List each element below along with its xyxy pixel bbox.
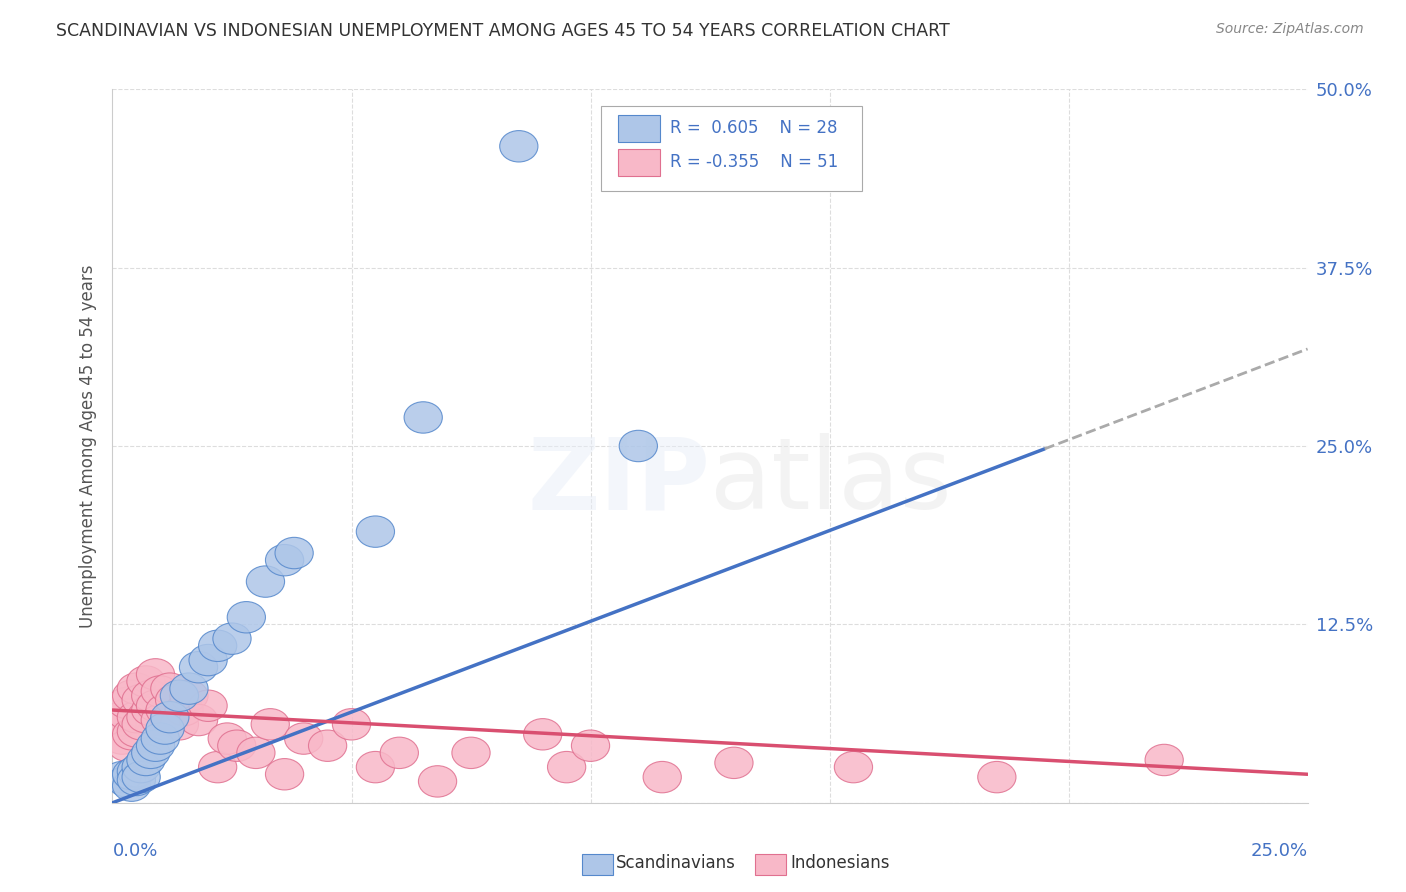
Ellipse shape xyxy=(108,687,146,719)
Ellipse shape xyxy=(150,701,188,733)
Ellipse shape xyxy=(146,713,184,744)
Ellipse shape xyxy=(356,751,395,783)
Ellipse shape xyxy=(112,680,150,712)
Ellipse shape xyxy=(332,708,371,740)
Ellipse shape xyxy=(308,730,347,762)
Ellipse shape xyxy=(404,401,443,434)
Ellipse shape xyxy=(117,673,156,705)
Ellipse shape xyxy=(132,694,170,726)
Ellipse shape xyxy=(117,764,156,796)
Ellipse shape xyxy=(103,762,141,793)
Ellipse shape xyxy=(136,730,174,762)
Ellipse shape xyxy=(1144,744,1184,776)
Ellipse shape xyxy=(246,566,284,598)
Ellipse shape xyxy=(108,698,146,730)
Ellipse shape xyxy=(212,623,252,655)
Ellipse shape xyxy=(156,684,194,715)
Ellipse shape xyxy=(523,719,562,750)
Ellipse shape xyxy=(228,601,266,633)
Ellipse shape xyxy=(117,756,156,787)
Ellipse shape xyxy=(112,719,150,750)
Ellipse shape xyxy=(122,751,160,783)
Ellipse shape xyxy=(108,730,146,762)
Text: SCANDINAVIAN VS INDONESIAN UNEMPLOYMENT AMONG AGES 45 TO 54 YEARS CORRELATION CH: SCANDINAVIAN VS INDONESIAN UNEMPLOYMENT … xyxy=(56,22,950,40)
Ellipse shape xyxy=(141,723,180,755)
Ellipse shape xyxy=(643,762,682,793)
Ellipse shape xyxy=(108,765,146,797)
Ellipse shape xyxy=(112,758,150,790)
Ellipse shape xyxy=(122,708,160,740)
Ellipse shape xyxy=(160,680,198,712)
Text: Source: ZipAtlas.com: Source: ZipAtlas.com xyxy=(1216,22,1364,37)
Ellipse shape xyxy=(165,694,204,726)
Ellipse shape xyxy=(547,751,586,783)
Ellipse shape xyxy=(122,684,160,715)
Ellipse shape xyxy=(977,762,1017,793)
Ellipse shape xyxy=(451,737,491,769)
Ellipse shape xyxy=(218,730,256,762)
Ellipse shape xyxy=(419,765,457,797)
Ellipse shape xyxy=(112,770,150,801)
Ellipse shape xyxy=(499,130,538,162)
Ellipse shape xyxy=(198,751,236,783)
Ellipse shape xyxy=(136,658,174,690)
Ellipse shape xyxy=(117,715,156,747)
Ellipse shape xyxy=(284,723,323,755)
Text: ZIP: ZIP xyxy=(527,434,710,530)
Ellipse shape xyxy=(103,705,141,736)
Ellipse shape xyxy=(198,630,236,662)
Ellipse shape xyxy=(356,516,395,548)
Ellipse shape xyxy=(141,705,180,736)
Text: 0.0%: 0.0% xyxy=(112,842,157,860)
Ellipse shape xyxy=(170,680,208,712)
Ellipse shape xyxy=(117,701,156,733)
Ellipse shape xyxy=(146,694,184,726)
Ellipse shape xyxy=(122,762,160,793)
Ellipse shape xyxy=(127,744,165,776)
Ellipse shape xyxy=(150,673,188,705)
Ellipse shape xyxy=(150,705,188,736)
Ellipse shape xyxy=(266,544,304,576)
Ellipse shape xyxy=(619,430,658,462)
Ellipse shape xyxy=(103,723,141,755)
Ellipse shape xyxy=(834,751,873,783)
Ellipse shape xyxy=(127,701,165,733)
Ellipse shape xyxy=(714,747,754,779)
Ellipse shape xyxy=(160,708,198,740)
Text: Indonesians: Indonesians xyxy=(790,855,890,872)
Ellipse shape xyxy=(180,705,218,736)
Ellipse shape xyxy=(571,730,610,762)
Text: Scandinavians: Scandinavians xyxy=(616,855,735,872)
Text: R = -0.355    N = 51: R = -0.355 N = 51 xyxy=(671,153,838,171)
Y-axis label: Unemployment Among Ages 45 to 54 years: Unemployment Among Ages 45 to 54 years xyxy=(79,264,97,628)
Ellipse shape xyxy=(98,708,136,740)
Ellipse shape xyxy=(252,708,290,740)
Ellipse shape xyxy=(380,737,419,769)
Ellipse shape xyxy=(188,690,228,722)
Ellipse shape xyxy=(208,723,246,755)
Ellipse shape xyxy=(276,537,314,569)
Text: R =  0.605    N = 28: R = 0.605 N = 28 xyxy=(671,120,838,137)
Ellipse shape xyxy=(266,758,304,790)
Ellipse shape xyxy=(236,737,276,769)
Ellipse shape xyxy=(170,673,208,705)
Ellipse shape xyxy=(141,676,180,707)
Ellipse shape xyxy=(132,680,170,712)
Text: atlas: atlas xyxy=(710,434,952,530)
Ellipse shape xyxy=(127,665,165,698)
Ellipse shape xyxy=(136,690,174,722)
Ellipse shape xyxy=(180,651,218,683)
Text: 25.0%: 25.0% xyxy=(1250,842,1308,860)
Ellipse shape xyxy=(188,644,228,676)
Ellipse shape xyxy=(132,737,170,769)
